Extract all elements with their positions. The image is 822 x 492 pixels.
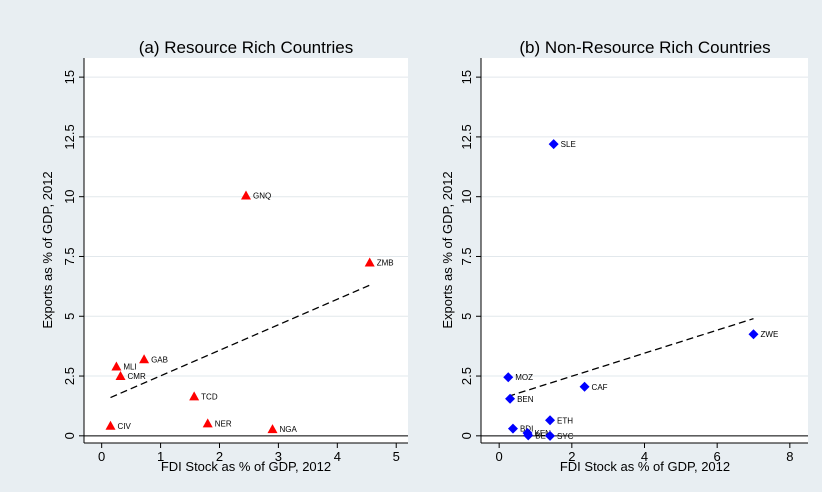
plot-area bbox=[84, 58, 408, 443]
data-point bbox=[189, 391, 200, 401]
data-point bbox=[507, 423, 518, 434]
point-label: CIV bbox=[118, 422, 132, 431]
x-tick-label: 4 bbox=[334, 449, 341, 464]
y-tick-label: 2.5 bbox=[459, 367, 474, 385]
point-label: CAF bbox=[592, 383, 608, 392]
point-label: SYC bbox=[557, 432, 574, 441]
chart-title: (a) Resource Rich Countries bbox=[139, 38, 353, 57]
x-tick-label: 0 bbox=[496, 449, 503, 464]
data-point bbox=[111, 361, 122, 371]
plot-area bbox=[481, 58, 808, 443]
y-tick-label: 12.5 bbox=[459, 124, 474, 149]
panel-non-resource-rich: (b) Non-Resource Rich Countries FDI Stoc… bbox=[440, 38, 808, 474]
data-point bbox=[748, 329, 759, 340]
x-tick-label: 8 bbox=[786, 449, 793, 464]
y-tick-label: 5 bbox=[62, 313, 77, 320]
point-label: ETH bbox=[557, 416, 573, 425]
x-tick-label: 3 bbox=[275, 449, 282, 464]
data-point bbox=[241, 190, 251, 200]
y-tick-label: 7.5 bbox=[459, 247, 474, 265]
x-tick-label: 0 bbox=[98, 449, 105, 464]
x-tick-label: 2 bbox=[568, 449, 575, 464]
data-point bbox=[505, 393, 516, 404]
point-label: GNQ bbox=[253, 192, 271, 201]
point-label: BEN bbox=[517, 395, 534, 404]
data-point bbox=[139, 354, 150, 364]
panel-resource-rich: (a) Resource Rich Countries FDI Stock as… bbox=[40, 38, 408, 474]
x-tick-label: 2 bbox=[216, 449, 223, 464]
point-label: MOZ bbox=[515, 373, 533, 382]
data-point bbox=[545, 430, 556, 441]
point-label: ZMB bbox=[377, 258, 394, 267]
x-tick-label: 5 bbox=[393, 449, 400, 464]
y-tick-label: 15 bbox=[459, 70, 474, 84]
x-tick-label: 4 bbox=[641, 449, 648, 464]
point-label: NER bbox=[215, 419, 232, 428]
y-tick-label: 10 bbox=[459, 189, 474, 203]
y-tick-label: 7.5 bbox=[62, 247, 77, 265]
x-tick-label: 1 bbox=[157, 449, 164, 464]
fit-line bbox=[110, 284, 370, 399]
data-point bbox=[202, 418, 213, 428]
x-tick-label: 6 bbox=[714, 449, 721, 464]
y-axis-label: Exports as % of GDP, 2012 bbox=[440, 171, 455, 328]
point-label: BEC bbox=[535, 431, 552, 440]
fit-line bbox=[508, 318, 754, 397]
y-tick-label: 12.5 bbox=[62, 124, 77, 149]
data-point bbox=[548, 139, 559, 150]
x-axis-label: FDI Stock as % of GDP, 2012 bbox=[161, 459, 331, 474]
point-label: MLI bbox=[123, 362, 136, 371]
data-point bbox=[523, 430, 534, 441]
x-axis-label: FDI Stock as % of GDP, 2012 bbox=[560, 459, 730, 474]
chart-title: (b) Non-Resource Rich Countries bbox=[519, 38, 770, 57]
y-axis-label: Exports as % of GDP, 2012 bbox=[40, 171, 55, 328]
data-point bbox=[105, 420, 116, 430]
point-label: ZWE bbox=[761, 330, 779, 339]
point-label: NGA bbox=[280, 425, 298, 434]
data-point bbox=[545, 415, 556, 426]
y-tick-label: 15 bbox=[62, 70, 77, 84]
point-label: TCD bbox=[201, 392, 218, 401]
y-tick-label: 0 bbox=[62, 432, 77, 439]
data-point bbox=[115, 371, 126, 381]
point-label: KEN bbox=[535, 429, 552, 438]
data-point bbox=[267, 424, 278, 434]
y-tick-label: 0 bbox=[459, 432, 474, 439]
y-tick-label: 10 bbox=[62, 189, 77, 203]
data-point bbox=[364, 257, 375, 267]
y-tick-label: 5 bbox=[459, 313, 474, 320]
y-tick-label: 2.5 bbox=[62, 367, 77, 385]
data-point bbox=[579, 381, 590, 392]
data-point bbox=[503, 372, 514, 383]
point-label: SLE bbox=[561, 140, 576, 149]
point-label: GAB bbox=[151, 355, 168, 364]
point-label: CMR bbox=[128, 372, 146, 381]
